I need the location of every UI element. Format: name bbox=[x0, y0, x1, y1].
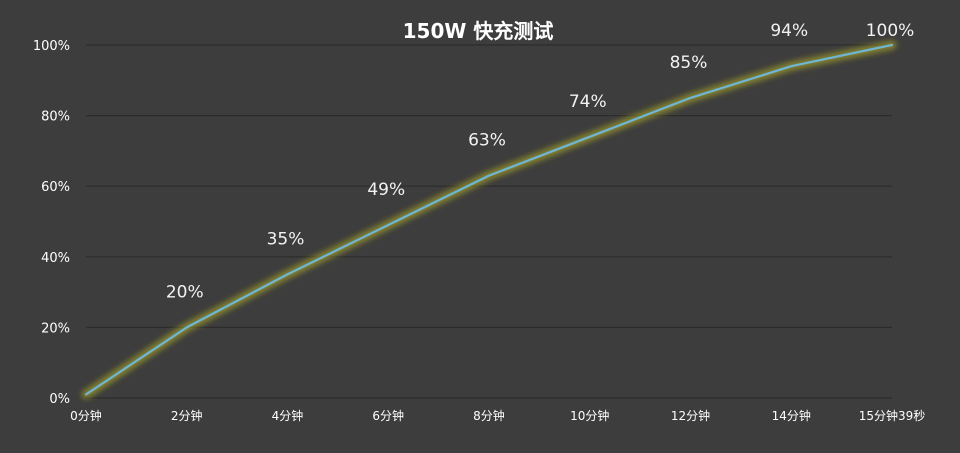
y-tick-label: 60% bbox=[41, 180, 70, 195]
x-tick-label: 6分钟 bbox=[372, 408, 404, 423]
data-label: 85% bbox=[670, 53, 708, 73]
x-tick-label: 10分钟 bbox=[570, 408, 609, 423]
data-label: 49% bbox=[367, 180, 405, 200]
y-axis-ticks: 0% 20% 40% 60% 80% 100% bbox=[33, 39, 70, 407]
x-tick-label: 4分钟 bbox=[272, 408, 304, 423]
x-tick-label: 15分钟39秒 bbox=[859, 408, 926, 423]
x-tick-label: 14分钟 bbox=[772, 408, 811, 423]
data-labels: 20% 35% 49% 63% 74% 85% 94% 100% bbox=[166, 21, 914, 302]
data-label: 20% bbox=[166, 282, 204, 302]
data-label: 100% bbox=[866, 21, 915, 41]
series-line bbox=[81, 40, 897, 399]
y-tick-label: 0% bbox=[49, 392, 70, 407]
x-tick-label: 2分钟 bbox=[171, 408, 203, 423]
x-tick-label: 0分钟 bbox=[70, 408, 102, 423]
y-tick-label: 100% bbox=[33, 39, 70, 54]
data-label: 74% bbox=[569, 92, 607, 112]
chart-title: 150W 快充测试 bbox=[403, 19, 554, 43]
data-label: 63% bbox=[468, 131, 506, 151]
x-tick-label: 12分钟 bbox=[671, 408, 710, 423]
data-label: 35% bbox=[267, 229, 305, 249]
x-axis-ticks: 0分钟 2分钟 4分钟 6分钟 8分钟 10分钟 12分钟 14分钟 15分钟39秒 bbox=[70, 408, 925, 423]
grid-lines bbox=[86, 44, 892, 399]
series-line-glow bbox=[81, 40, 897, 399]
y-tick-label: 80% bbox=[41, 110, 70, 125]
y-tick-label: 20% bbox=[41, 321, 70, 336]
data-label: 94% bbox=[770, 21, 808, 41]
y-tick-label: 40% bbox=[41, 251, 70, 266]
x-tick-label: 8分钟 bbox=[473, 408, 505, 423]
series-line-path bbox=[84, 43, 894, 396]
